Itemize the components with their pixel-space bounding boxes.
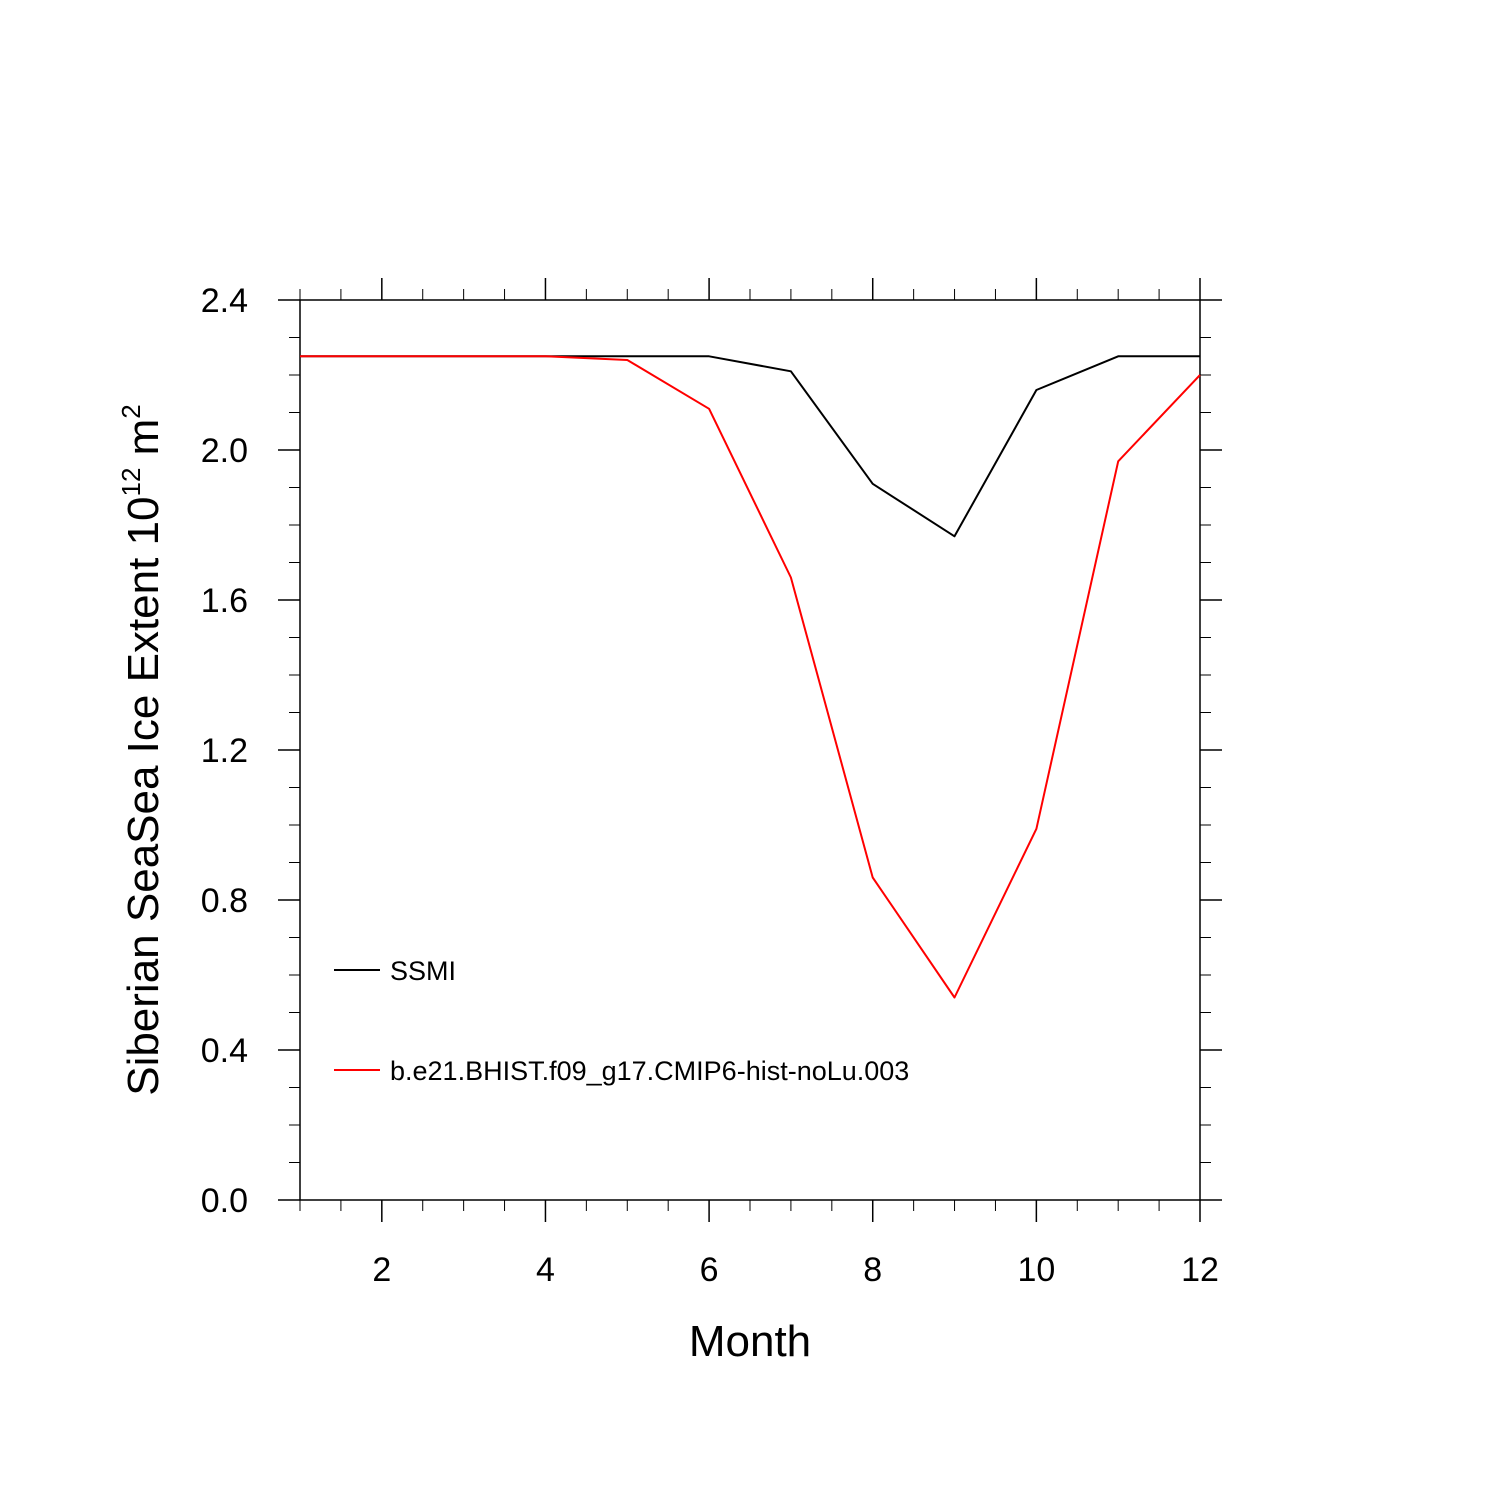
y-tick-label: 0.8 — [201, 882, 248, 920]
x-tick-label: 10 — [1017, 1251, 1055, 1289]
y-axis-title-exponent: 12 — [116, 468, 146, 497]
y-axis-title-unit: m — [119, 419, 168, 468]
axis-ticks — [278, 278, 1222, 1222]
y-tick-label: 0.4 — [201, 1032, 248, 1070]
legend: SSMI b.e21.BHIST.f09_g17.CMIP6-hist-noLu… — [334, 956, 909, 1086]
x-tick-label: 6 — [700, 1251, 719, 1289]
x-axis-title: Month — [689, 1317, 811, 1366]
x-tick-label: 2 — [372, 1251, 391, 1289]
series-lines — [300, 355, 1201, 999]
y-tick-label: 2.4 — [201, 282, 248, 320]
y-tick-label: 2.0 — [201, 432, 248, 470]
x-tick-label: 8 — [863, 1251, 882, 1289]
x-tick-label: 12 — [1181, 1251, 1219, 1289]
series-line-model — [300, 355, 1201, 999]
y-tick-label: 1.6 — [201, 582, 248, 620]
y-axis-title-main: Siberian SeaSea Ice Extent 10 — [119, 496, 168, 1095]
legend-label-ssmi: SSMI — [390, 956, 456, 986]
axis-tick-labels: 2 4 6 8 10 12 0.0 0.4 0.8 1.2 1.6 2.0 2.4 — [201, 282, 1219, 1289]
y-axis-title-unit-exponent: 2 — [116, 404, 146, 418]
y-axis-title: Siberian SeaSea Ice Extent 1012 m2 — [116, 404, 168, 1096]
x-tick-label: 4 — [536, 1251, 555, 1289]
series-line-ssmi — [300, 355, 1200, 538]
legend-label-model: b.e21.BHIST.f09_g17.CMIP6-hist-noLu.003 — [390, 1056, 909, 1086]
y-tick-label: 1.2 — [201, 732, 248, 770]
y-tick-label: 0.0 — [201, 1182, 248, 1220]
